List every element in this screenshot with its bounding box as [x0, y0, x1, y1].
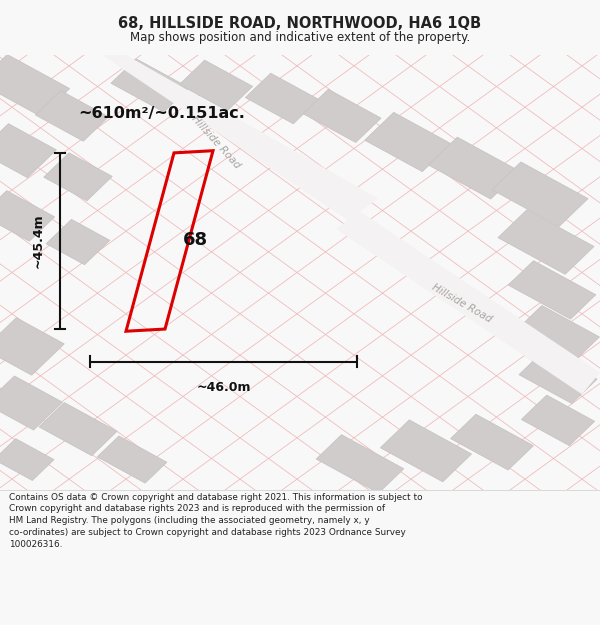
Text: ~610m²/~0.151ac.: ~610m²/~0.151ac. [78, 106, 245, 121]
Polygon shape [102, 55, 378, 220]
Polygon shape [0, 439, 54, 481]
Polygon shape [35, 91, 109, 141]
Polygon shape [39, 402, 117, 456]
Text: Hillside Road: Hillside Road [190, 114, 242, 171]
Polygon shape [521, 395, 595, 446]
Polygon shape [365, 112, 451, 172]
Polygon shape [46, 219, 110, 264]
Polygon shape [303, 89, 381, 142]
Polygon shape [492, 162, 588, 226]
Polygon shape [245, 73, 319, 124]
Polygon shape [111, 59, 189, 112]
Text: 68: 68 [182, 231, 208, 249]
Polygon shape [0, 318, 64, 375]
Polygon shape [428, 137, 520, 199]
Text: 68, HILLSIDE ROAD, NORTHWOOD, HA6 1QB: 68, HILLSIDE ROAD, NORTHWOOD, HA6 1QB [118, 16, 482, 31]
Polygon shape [316, 435, 404, 493]
Polygon shape [498, 210, 594, 274]
Polygon shape [0, 54, 70, 116]
Text: Hillside Road: Hillside Road [430, 282, 494, 324]
Polygon shape [44, 153, 112, 201]
Polygon shape [519, 351, 597, 404]
Polygon shape [451, 414, 533, 470]
Polygon shape [97, 436, 167, 483]
Polygon shape [0, 191, 55, 241]
Polygon shape [336, 212, 600, 394]
Polygon shape [508, 261, 596, 319]
Polygon shape [380, 420, 472, 482]
Text: Contains OS data © Crown copyright and database right 2021. This information is : Contains OS data © Crown copyright and d… [9, 492, 422, 549]
Polygon shape [0, 376, 62, 430]
Text: ~46.0m: ~46.0m [196, 381, 251, 394]
Text: Map shows position and indicative extent of the property.: Map shows position and indicative extent… [130, 31, 470, 44]
Polygon shape [179, 60, 253, 111]
Polygon shape [517, 306, 599, 361]
Polygon shape [0, 124, 56, 177]
Text: ~45.4m: ~45.4m [32, 214, 45, 268]
